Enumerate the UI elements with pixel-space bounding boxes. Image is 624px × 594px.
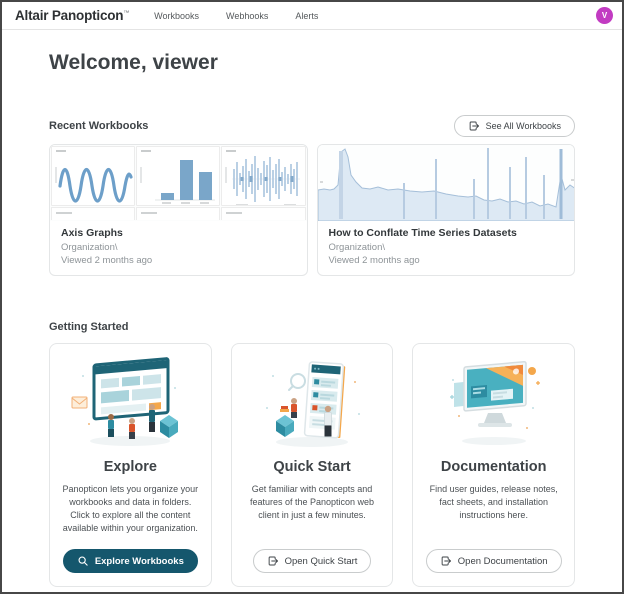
quick-start-illustration [246, 357, 378, 449]
documentation-card-title: Documentation [440, 459, 547, 475]
nav-item-webhooks[interactable]: Webhooks [226, 10, 269, 21]
recent-workbooks-title: Recent Workbooks [49, 120, 149, 132]
thumbnail-second-row [50, 207, 307, 220]
person-figure [108, 414, 115, 437]
workbook-info: How to Conflate Time Series Datasets Org… [318, 221, 575, 275]
getting-started-card-explore: Explore Panopticon lets you organize you… [49, 343, 212, 587]
documentation-illustration [428, 357, 560, 449]
explore-card-title: Explore [103, 459, 157, 475]
explore-workbooks-button[interactable]: Explore Workbooks [62, 549, 198, 573]
page-content: Welcome, viewer Recent Workbooks See All… [2, 51, 622, 587]
workbook-card-conflate-time-series[interactable]: How to Conflate Time Series Datasets Org… [316, 144, 575, 276]
workbook-card-axis-graphs[interactable]: Axis Graphs Organization\ Viewed 2 month… [49, 144, 308, 276]
getting-started-title: Getting Started [49, 321, 129, 333]
brand-logo-text: Altair Panopticon [15, 8, 124, 23]
explore-card-description: Panopticon lets you organize your workbo… [62, 484, 199, 534]
person-figure [324, 405, 332, 437]
workbook-title: How to Conflate Time Series Datasets [328, 227, 517, 239]
open-quick-start-button[interactable]: Open Quick Start [252, 549, 372, 573]
explore-illustration [64, 357, 196, 449]
getting-started-card-documentation: Documentation Find user guides, release … [412, 343, 576, 587]
nav-item-alerts[interactable]: Alerts [295, 10, 319, 21]
workbook-viewed: Viewed 2 months ago [61, 255, 153, 266]
trademark-symbol: ™ [123, 10, 130, 17]
quick-start-card-description: Get familiar with concepts and features … [249, 484, 375, 521]
workbook-title: Axis Graphs [61, 227, 123, 239]
workbook-viewed: Viewed 2 months ago [328, 255, 420, 266]
workbook-folder: Organization\ [328, 242, 386, 253]
search-icon [77, 555, 89, 567]
getting-started-row: Explore Panopticon lets you organize you… [49, 343, 576, 587]
open-documentation-button[interactable]: Open Documentation [425, 549, 562, 573]
getting-started-header: Getting Started [49, 321, 575, 333]
recent-workbooks-row: Axis Graphs Organization\ Viewed 2 month… [49, 144, 575, 276]
thumbnail-panel-grid [50, 145, 307, 207]
workbook-thumbnail-timeseries [317, 145, 574, 221]
workbook-folder: Organization\ [61, 242, 118, 253]
open-quick-start-label: Open Quick Start [284, 555, 358, 567]
nav-item-workbooks[interactable]: Workbooks [154, 10, 200, 21]
getting-started-card-quick-start: Quick Start Get familiar with concepts a… [230, 343, 394, 587]
sine-wave-chart-panel [51, 146, 136, 206]
workbook-info: Axis Graphs Organization\ Viewed 2 month… [50, 221, 307, 275]
see-all-workbooks-label: See All Workbooks [485, 121, 561, 131]
ohlc-chart-panel [221, 146, 306, 206]
open-icon [468, 120, 480, 132]
open-documentation-label: Open Documentation [457, 555, 548, 567]
quick-start-card-title: Quick Start [273, 459, 351, 475]
documentation-card-description: Find user guides, release notes, fact sh… [429, 484, 558, 521]
open-icon [267, 555, 279, 567]
page-title: Welcome, viewer [49, 51, 218, 74]
user-avatar[interactable]: V [596, 7, 613, 24]
brand-logo[interactable]: Altair Panopticon™ [15, 8, 129, 23]
see-all-workbooks-button[interactable]: See All Workbooks [453, 115, 575, 137]
recent-workbooks-header: Recent Workbooks See All Workbooks [49, 115, 575, 137]
person-figure [291, 398, 297, 418]
person-figure [129, 418, 136, 439]
explore-workbooks-label: Explore Workbooks [94, 555, 184, 567]
person-figure [149, 404, 156, 432]
bar-chart-panel [136, 146, 221, 206]
top-navbar: Altair Panopticon™ Workbooks Webhooks Al… [2, 2, 622, 30]
open-icon [440, 555, 452, 567]
workbook-thumbnail-dashboard [50, 145, 307, 221]
nav-menu: Workbooks Webhooks Alerts [154, 11, 318, 21]
